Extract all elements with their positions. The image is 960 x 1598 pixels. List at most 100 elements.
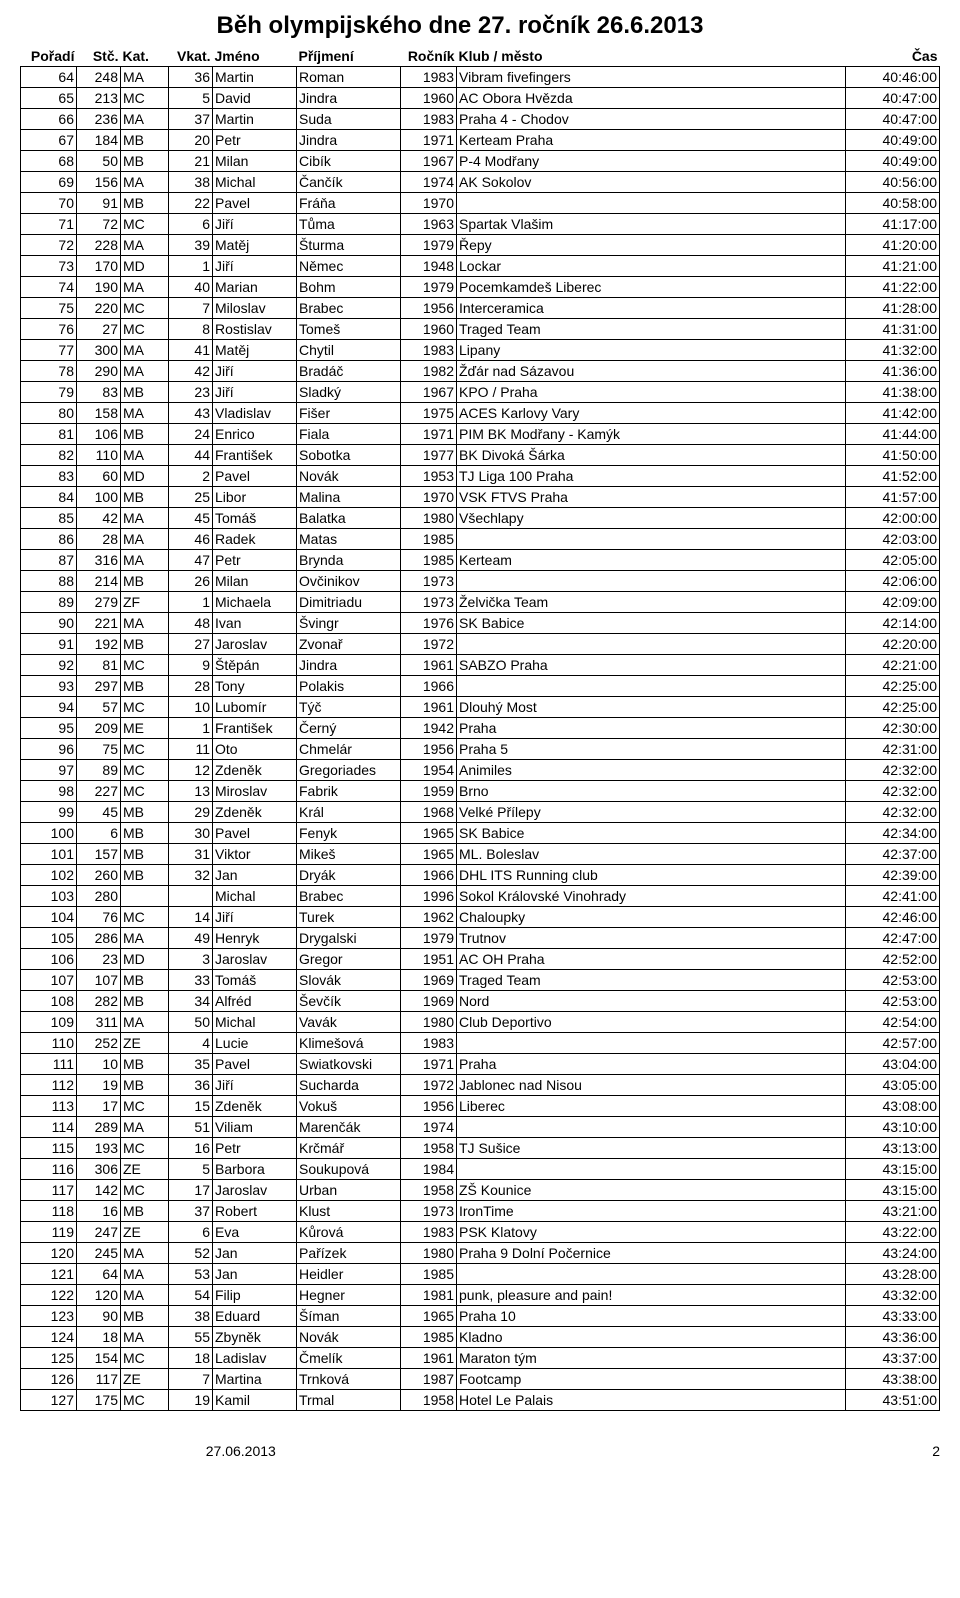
cell: 40 [169, 277, 213, 298]
cell: František [213, 445, 297, 466]
cell: MB [121, 823, 169, 844]
table-row: 103280MichalBrabec1996Sokol Královské Vi… [21, 886, 940, 907]
cell: MB [121, 1201, 169, 1222]
table-body: 64248MA36MartinRoman1983Vibram fivefinge… [21, 67, 940, 1411]
cell: 83 [21, 466, 77, 487]
cell: MD [121, 256, 169, 277]
cell: 1972 [401, 1075, 457, 1096]
cell: Lucie [213, 1033, 297, 1054]
cell: 91 [21, 634, 77, 655]
col-cas: Čas [846, 46, 940, 67]
cell: Tomáš [213, 508, 297, 529]
cell: 43:21:00 [846, 1201, 940, 1222]
cell: 81 [21, 424, 77, 445]
cell: 21 [169, 151, 213, 172]
cell: Milan [213, 571, 297, 592]
cell: 311 [77, 1012, 121, 1033]
cell: Jindra [297, 130, 401, 151]
cell: 1985 [401, 1264, 457, 1285]
cell: MA [121, 109, 169, 130]
cell: 109 [21, 1012, 77, 1033]
cell: MD [121, 949, 169, 970]
table-row: 12164MA53JanHeidler198543:28:00 [21, 1264, 940, 1285]
cell: MC [121, 1096, 169, 1117]
cell: 5 [169, 1159, 213, 1180]
cell: Pavel [213, 193, 297, 214]
cell: 248 [77, 67, 121, 88]
cell: 32 [169, 865, 213, 886]
cell: Lubomír [213, 697, 297, 718]
cell: MB [121, 865, 169, 886]
cell: MB [121, 151, 169, 172]
cell: Chaloupky [457, 907, 846, 928]
cell: 81 [77, 655, 121, 676]
cell: Milan [213, 151, 297, 172]
cell: Martina [213, 1369, 297, 1390]
results-table: Pořadí Stč. Kat. Vkat. Jméno Příjmení Ro… [20, 46, 940, 1411]
cell: 1976 [401, 613, 457, 634]
cell: 1956 [401, 739, 457, 760]
cell: 114 [21, 1117, 77, 1138]
table-row: 107107MB33TomášSlovák1969Traged Team42:5… [21, 970, 940, 991]
table-row: 8360MD2PavelNovák1953TJ Liga 100 Praha41… [21, 466, 940, 487]
cell: 107 [21, 970, 77, 991]
cell: 89 [21, 592, 77, 613]
cell: Alfréd [213, 991, 297, 1012]
cell: 41:38:00 [846, 382, 940, 403]
cell: 49 [169, 928, 213, 949]
table-row: 115193MC16PetrKrčmář1958TJ Sušice43:13:0… [21, 1138, 940, 1159]
cell: MC [121, 655, 169, 676]
cell: 24 [169, 424, 213, 445]
cell: 41:17:00 [846, 214, 940, 235]
cell: VSK FTVS Praha [457, 487, 846, 508]
cell: 113 [21, 1096, 77, 1117]
cell: 23 [169, 382, 213, 403]
table-row: 89279ZF1MichaelaDimitriadu1973Želvička T… [21, 592, 940, 613]
cell: 76 [21, 319, 77, 340]
cell: Petr [213, 130, 297, 151]
cell: 19 [169, 1390, 213, 1411]
table-row: 11219MB36JiříSucharda1972Jablonec nad Ni… [21, 1075, 940, 1096]
cell: Velké Přílepy [457, 802, 846, 823]
cell: Tomeš [297, 319, 401, 340]
cell: MA [121, 340, 169, 361]
cell: 37 [169, 1201, 213, 1222]
cell: 82 [21, 445, 77, 466]
cell: 83 [77, 382, 121, 403]
cell [169, 886, 213, 907]
cell: 193 [77, 1138, 121, 1159]
cell: BK Divoká Šárka [457, 445, 846, 466]
cell: Klust [297, 1201, 401, 1222]
cell: MD [121, 466, 169, 487]
cell: Švingr [297, 613, 401, 634]
cell: MC [121, 214, 169, 235]
cell: Zvonař [297, 634, 401, 655]
cell: 209 [77, 718, 121, 739]
cell: 27 [169, 634, 213, 655]
header-row: Pořadí Stč. Kat. Vkat. Jméno Příjmení Ro… [21, 46, 940, 67]
cell: 42:34:00 [846, 823, 940, 844]
table-row: 12390MB38EduardŠíman1965Praha 1043:33:00 [21, 1306, 940, 1327]
cell: 43:04:00 [846, 1054, 940, 1075]
cell: 79 [21, 382, 77, 403]
cell: DHL ITS Running club [457, 865, 846, 886]
cell: 42:47:00 [846, 928, 940, 949]
cell: Jindra [297, 88, 401, 109]
cell: MA [121, 277, 169, 298]
cell: Eva [213, 1222, 297, 1243]
cell: 280 [77, 886, 121, 907]
cell: MA [121, 445, 169, 466]
cell: MA [121, 613, 169, 634]
table-row: 80158MA43VladislavFišer1975ACES Karlovy … [21, 403, 940, 424]
cell: 1983 [401, 67, 457, 88]
cell: Cibík [297, 151, 401, 172]
cell: Dlouhý Most [457, 697, 846, 718]
table-row: 81106MB24EnricoFiala1971PIM BK Modřany -… [21, 424, 940, 445]
cell: MB [121, 130, 169, 151]
cell: 236 [77, 109, 121, 130]
cell: Traged Team [457, 970, 846, 991]
cell: 1972 [401, 634, 457, 655]
cell: 6 [77, 823, 121, 844]
cell: 42:03:00 [846, 529, 940, 550]
cell: 1966 [401, 676, 457, 697]
